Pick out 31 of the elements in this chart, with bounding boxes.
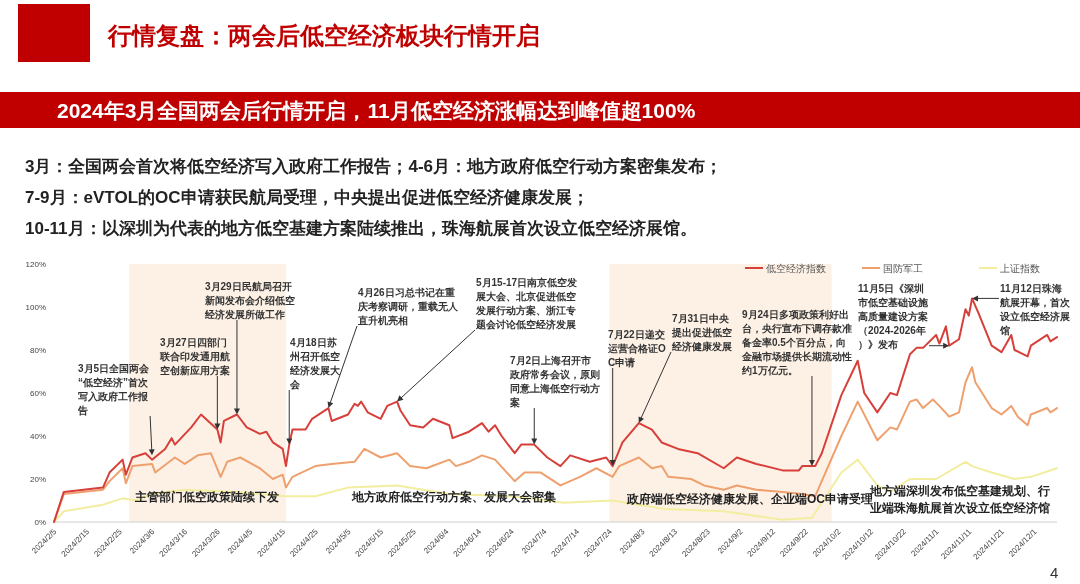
chart-subtitle: 2024年3月全国两会后行情开启，11月低空经济涨幅达到峰值超100%	[57, 99, 696, 122]
annotation: 3月5日全国两会“低空经济”首次写入政府工作报告	[77, 363, 151, 416]
annotation: 7月31日中央提出促进低空经济健康发展	[671, 313, 732, 352]
y-tick-label: 40%	[29, 432, 46, 441]
y-tick-label: 60%	[29, 389, 46, 398]
text: 10-11月：以深圳为代表的地方低空基建方案陆续推出，珠海航展首次设立低空经济展馆。	[25, 218, 697, 238]
annotation: 7月22日递交运营合格证OC申请	[607, 329, 666, 368]
text: 3月：全国两会首次将低空经济写入政府工作报告；4-6月：地方政府低空行动方案密集发布；	[25, 156, 723, 176]
y-tick-label: 0%	[34, 518, 46, 527]
y-tick-label: 20%	[29, 475, 46, 484]
annotation: 9月24日多项政策利好出台，央行宣布下调存款准备金率0.5个百分点，向金融市场提供长期流动性约1万亿元。	[741, 309, 852, 376]
annotation: 5月15-17日南京低空发展大会、北京促进低空发展行动方案、浙江专题会讨论低空经济发展	[475, 277, 578, 330]
y-tick-label: 100%	[25, 303, 46, 312]
chart-title: 行情复盘：两会后低空经济板块行情开启	[107, 22, 540, 49]
annotation: 4月18日苏州召开低空经济发展大会	[289, 337, 341, 390]
annotation: 3月29日民航局召开新闻发布会介绍低空经济发展所做工作	[204, 281, 295, 320]
y-tick-label: 80%	[29, 346, 46, 355]
text: 4	[1050, 564, 1059, 581]
y-tick-label: 120%	[25, 260, 46, 269]
annotation: 7月2日上海召开市政府常务会议，原则同意上海低空行动方案	[509, 355, 600, 408]
annotation: 11月12日珠海航展开幕，首次设立低空经济展馆	[999, 283, 1071, 336]
legend-label: 低空经济指数	[766, 263, 826, 274]
text: 7-9月：eVTOL的OC申请获民航局受理，中央提出促进低空经济健康发展；	[25, 188, 589, 207]
annotation: 主管部门低空政策陆续下发	[134, 490, 279, 504]
annotation: 3月27日四部门联合印发通用航空创新应用方案	[159, 337, 230, 376]
line-series	[53, 458, 1058, 523]
annotation: 4月26日习总书记在重庆考察调研，重载无人直升机亮相	[357, 287, 459, 326]
annotation: 11月5日《深圳市低空基础设施高质量建设方案（2024-2026年）》发布	[857, 283, 929, 350]
annotation: 地方政府低空行动方案、发展大会密集	[351, 490, 556, 504]
legend-label: 国防军工	[883, 263, 923, 274]
legend-label: 上证指数	[1000, 263, 1040, 274]
